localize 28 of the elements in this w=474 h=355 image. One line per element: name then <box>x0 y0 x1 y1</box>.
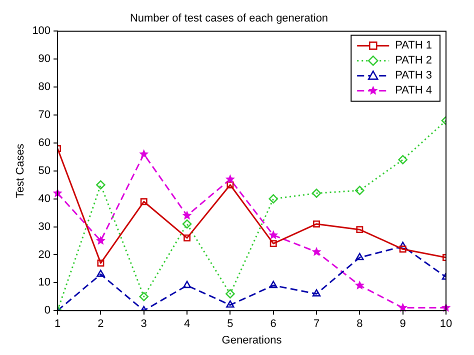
x-tick-label: 4 <box>184 318 190 330</box>
x-tick-label: 3 <box>140 318 147 330</box>
y-tick-label: 70 <box>38 109 51 122</box>
x-tick-label: 5 <box>227 318 234 330</box>
x-axis-title: Generations <box>222 334 282 346</box>
y-axis-title: Test Cases <box>14 143 27 198</box>
x-tick-label: 8 <box>356 318 363 330</box>
legend-label: PATH 1 <box>395 40 432 52</box>
chart-title: Number of test cases of each generation <box>130 12 328 25</box>
y-tick-label: 40 <box>38 192 51 205</box>
y-tick-label: 100 <box>32 25 51 38</box>
x-tick-label: 10 <box>440 318 452 330</box>
x-tick-label: 7 <box>313 318 320 330</box>
x-tick-label: 1 <box>54 318 61 330</box>
y-tick-label: 20 <box>38 248 51 261</box>
legend-label: PATH 3 <box>395 70 432 82</box>
x-tick-label: 6 <box>270 318 276 330</box>
y-tick-label: 80 <box>38 81 51 94</box>
y-tick-label: 30 <box>38 220 51 233</box>
y-tick-label: 60 <box>38 136 51 149</box>
legend-label: PATH 2 <box>395 54 432 67</box>
y-tick-label: 90 <box>38 53 51 66</box>
x-tick-label: 9 <box>400 318 406 330</box>
y-tick-label: 50 <box>38 164 51 177</box>
y-tick-label: 10 <box>38 276 51 289</box>
legend-label: PATH 4 <box>395 84 432 97</box>
x-tick-label: 2 <box>98 318 104 330</box>
y-tick-label: 0 <box>44 304 51 317</box>
